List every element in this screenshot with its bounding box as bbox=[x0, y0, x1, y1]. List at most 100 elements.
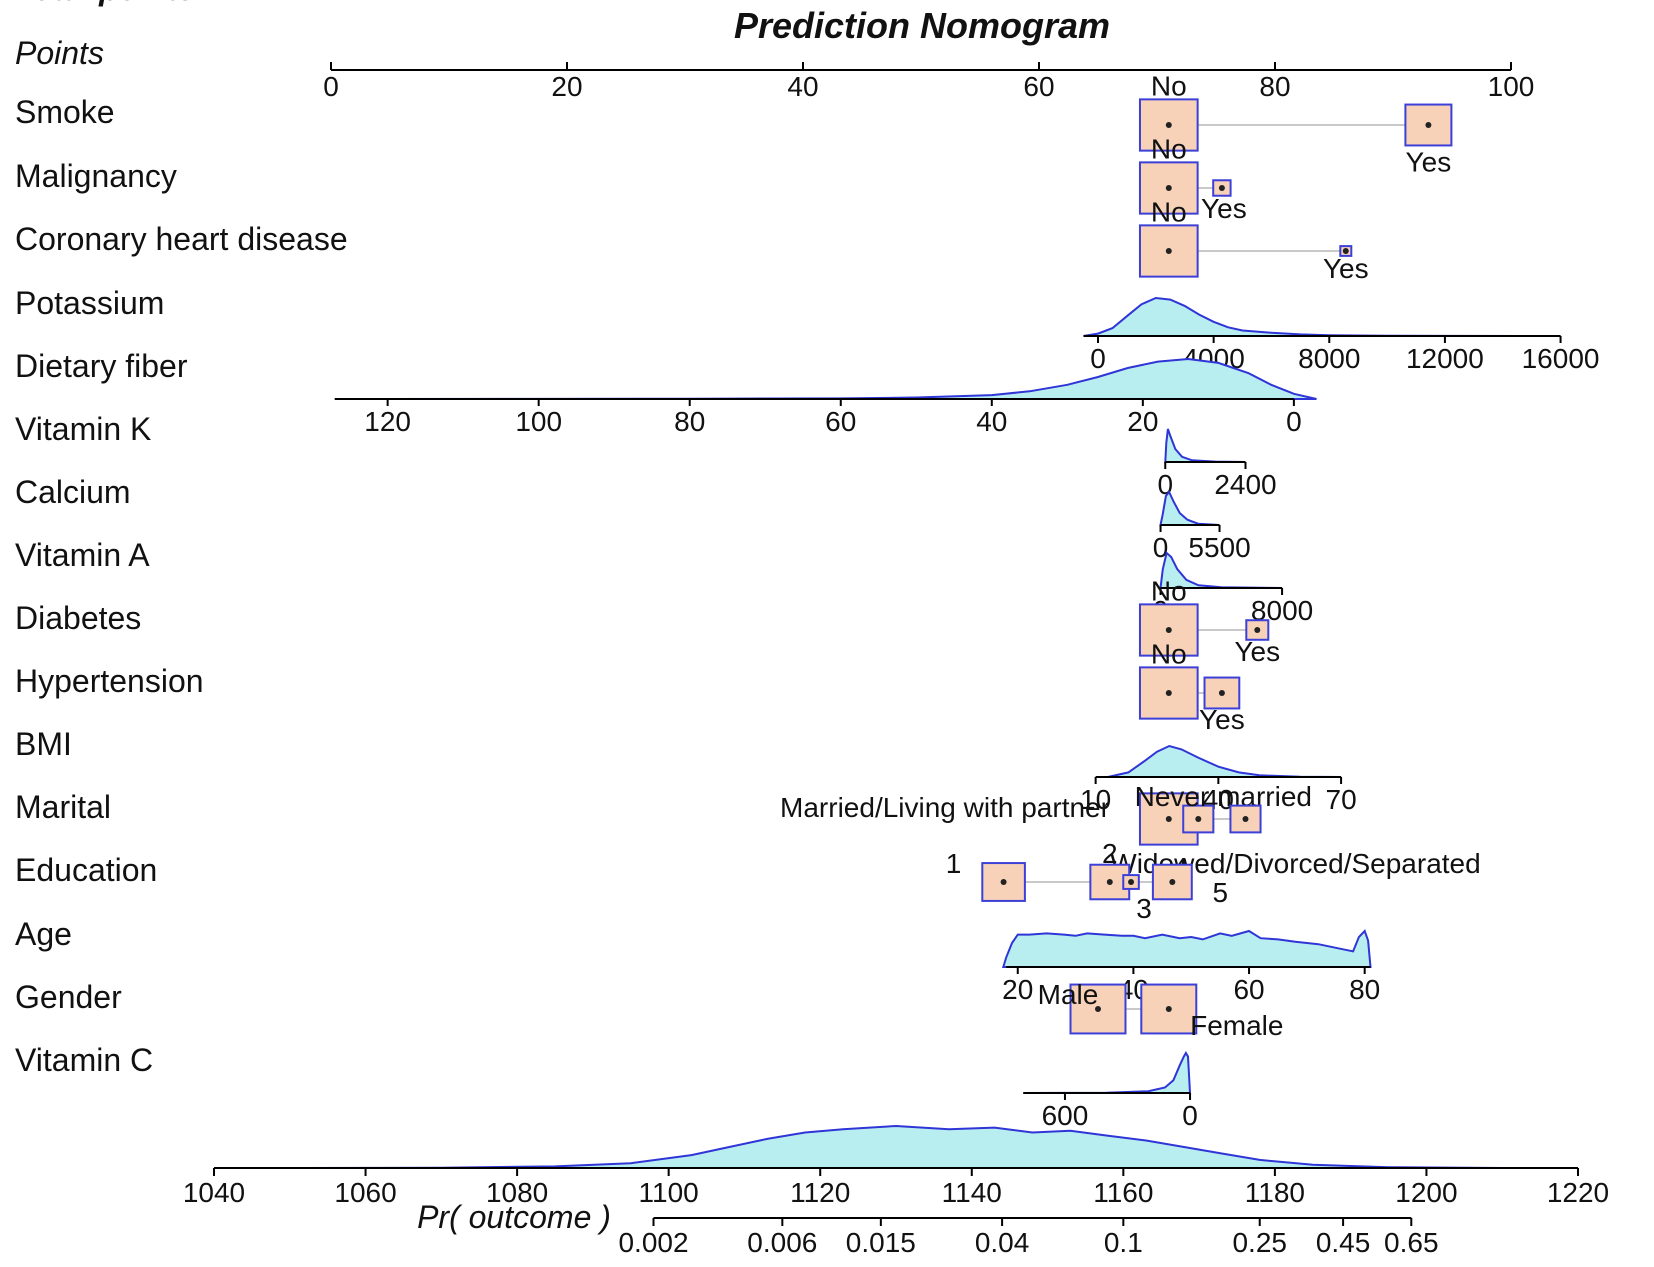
total-points-tick-label: 1220 bbox=[1547, 1177, 1609, 1208]
bmi-density bbox=[1107, 744, 1342, 778]
row-label-malignancy: Malignancy bbox=[15, 158, 177, 194]
malignancy-level-box bbox=[1138, 161, 1199, 215]
points-axis-tick-label: 20 bbox=[551, 71, 582, 102]
total-points-tick-label: 1180 bbox=[1245, 1177, 1305, 1208]
total-points-tick-label: 1160 bbox=[1093, 1177, 1153, 1208]
row-label-marital: Marital bbox=[15, 789, 111, 825]
age-tick-label: 20 bbox=[1002, 974, 1033, 1005]
potassium-tick-label: 16000 bbox=[1522, 343, 1600, 374]
probability-tick-label: 0.25 bbox=[1232, 1227, 1287, 1258]
probability-tick-label: 0.015 bbox=[846, 1227, 916, 1258]
total-points-tick-label: 1140 bbox=[942, 1177, 1002, 1208]
gender-level-label: Male bbox=[1038, 979, 1099, 1010]
education-level-marker bbox=[1000, 879, 1007, 885]
calcium-density bbox=[1159, 490, 1220, 526]
potassium-tick-label: 0 bbox=[1090, 343, 1106, 374]
row-label-vitamin-k: Vitamin K bbox=[15, 411, 151, 447]
points-axis-tick-label: 0 bbox=[323, 71, 339, 102]
row-label-vitamin-a: Vitamin A bbox=[15, 537, 150, 573]
education-level-marker bbox=[1106, 879, 1113, 885]
dietary-fiber-density bbox=[334, 357, 1317, 400]
smoke-level-label: Yes bbox=[1406, 146, 1452, 177]
marital-level-label: Never married bbox=[1135, 781, 1312, 812]
dietary-fiber-tick-label: 120 bbox=[364, 406, 411, 437]
malignancy-level-label: Yes bbox=[1201, 193, 1247, 224]
calcium-tick-label: 0 bbox=[1153, 532, 1169, 563]
smoke-level-label: No bbox=[1151, 70, 1187, 101]
malignancy-level-label: No bbox=[1151, 133, 1187, 164]
probability-tick-label: 0.45 bbox=[1316, 1227, 1371, 1258]
education-level-label: 3 bbox=[1136, 893, 1152, 924]
potassium-density bbox=[1083, 296, 1561, 337]
potassium-tick-label: 12000 bbox=[1406, 343, 1484, 374]
points-axis-label: Points bbox=[15, 35, 104, 71]
education-level-marker bbox=[1169, 879, 1176, 885]
education-level-label: 1 bbox=[946, 848, 962, 879]
probability-tick-label: 0.006 bbox=[747, 1227, 817, 1258]
row-label-calcium: Calcium bbox=[15, 474, 131, 510]
probability-axis-label: Pr( outcome ) bbox=[417, 1199, 611, 1235]
points-axis-tick-label: 60 bbox=[1023, 71, 1054, 102]
dietary-fiber-tick-label: 80 bbox=[674, 406, 705, 437]
age-tick-label: 60 bbox=[1233, 974, 1264, 1005]
total-points-tick-label: 1040 bbox=[183, 1177, 245, 1208]
total-points-density bbox=[304, 1124, 1503, 1169]
diabetes-level-label: No bbox=[1151, 575, 1187, 606]
row-label-vitamin-c: Vitamin C bbox=[15, 1042, 153, 1078]
probability-tick-label: 0.002 bbox=[618, 1227, 688, 1258]
dietary-fiber-tick-label: 40 bbox=[976, 406, 1007, 437]
education-level-marker bbox=[1128, 879, 1135, 885]
vitamin-k-density bbox=[1164, 428, 1246, 463]
chart-title: Prediction Nomogram bbox=[734, 5, 1110, 46]
total-points-label: Total points bbox=[15, 0, 195, 7]
coronary-heart-disease-level-label: No bbox=[1151, 196, 1187, 227]
vitamin-k-tick-label: 2400 bbox=[1214, 469, 1276, 500]
probability-tick-label: 0.65 bbox=[1384, 1227, 1439, 1258]
coronary-heart-disease-level-label: Yes bbox=[1323, 253, 1369, 284]
hypertension-level-marker bbox=[1165, 690, 1172, 696]
marital-level-marker bbox=[1165, 816, 1172, 822]
probability-tick-label: 0.1 bbox=[1104, 1227, 1143, 1258]
hypertension-level-marker bbox=[1218, 690, 1225, 696]
marital-level-marker bbox=[1242, 816, 1249, 822]
diabetes-level-marker bbox=[1165, 627, 1172, 633]
education-level-box bbox=[981, 862, 1026, 902]
bmi-tick-label: 70 bbox=[1326, 784, 1357, 815]
total-points-tick-label: 1200 bbox=[1395, 1177, 1457, 1208]
dietary-fiber-tick-label: 0 bbox=[1286, 406, 1302, 437]
row-label-bmi: BMI bbox=[15, 726, 72, 762]
probability-tick-label: 0.04 bbox=[975, 1227, 1030, 1258]
vitamin-c-density bbox=[1023, 1051, 1192, 1094]
smoke-level-marker bbox=[1165, 122, 1172, 128]
potassium-tick-label: 8000 bbox=[1298, 343, 1360, 374]
total-points-tick-label: 1060 bbox=[334, 1177, 396, 1208]
age-density bbox=[1001, 929, 1372, 968]
row-label-diabetes: Diabetes bbox=[15, 600, 141, 636]
row-label-potassium: Potassium bbox=[15, 285, 164, 321]
row-label-gender: Gender bbox=[15, 979, 122, 1015]
diabetes-level-label: Yes bbox=[1234, 636, 1280, 667]
hypertension-level-label: Yes bbox=[1199, 704, 1245, 735]
points-axis-tick-label: 40 bbox=[787, 71, 818, 102]
coronary-heart-disease-level-marker bbox=[1165, 248, 1172, 254]
gender-level-marker bbox=[1165, 1006, 1172, 1012]
malignancy-level-marker bbox=[1165, 185, 1172, 191]
coronary-heart-disease-level-marker bbox=[1342, 248, 1349, 254]
points-axis-tick-label: 100 bbox=[1488, 71, 1535, 102]
total-points-tick-label: 1120 bbox=[790, 1177, 850, 1208]
smoke-level-marker bbox=[1425, 122, 1432, 128]
hypertension-level-label: No bbox=[1151, 638, 1187, 669]
calcium-tick-label: 5500 bbox=[1188, 532, 1250, 563]
education-level-label: 2 bbox=[1102, 838, 1118, 869]
row-label-age: Age bbox=[15, 916, 72, 952]
marital-level-marker bbox=[1195, 816, 1202, 822]
row-label-hypertension: Hypertension bbox=[15, 663, 204, 699]
row-label-education: Education bbox=[15, 852, 157, 888]
bmi-tick-label: 10 bbox=[1080, 784, 1111, 815]
malignancy-level-marker bbox=[1218, 185, 1225, 191]
vitamin-c-tick-label: 600 bbox=[1042, 1100, 1089, 1131]
row-label-smoke: Smoke bbox=[15, 94, 115, 130]
education-level-label: 5 bbox=[1213, 877, 1229, 908]
row-label-dietary-fiber: Dietary fiber bbox=[15, 348, 188, 384]
